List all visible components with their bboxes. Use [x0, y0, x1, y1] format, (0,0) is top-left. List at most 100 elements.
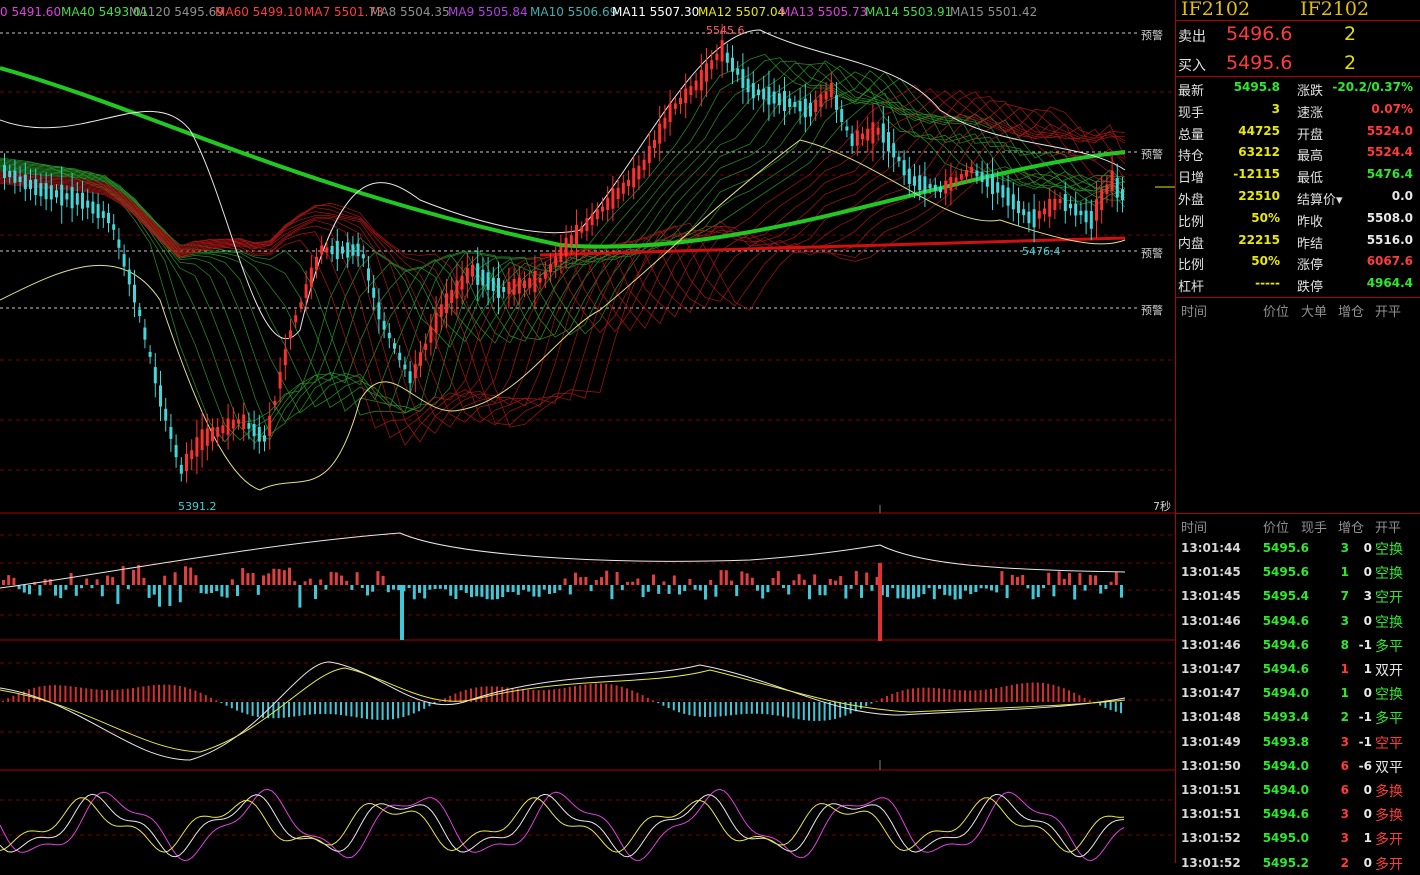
candle-body: [985, 174, 989, 187]
candle-body: [465, 267, 469, 284]
big-header-price: 价位: [1263, 305, 1290, 320]
ma-line: [0, 62, 1125, 441]
tick-time: 13:01:45: [1181, 589, 1241, 604]
tick-row[interactable]: 13:01:51 5494.6 3 0 多换: [1176, 802, 1420, 826]
macd-bar: [1104, 702, 1107, 708]
candle-body: [611, 188, 615, 209]
volume-bar: [657, 585, 661, 594]
volume-bar: [345, 580, 349, 585]
candle-body: [871, 122, 875, 144]
candle-body: [538, 278, 542, 283]
tick-volume: 3: [1340, 807, 1349, 822]
volume-bar: [334, 572, 338, 585]
macd-bar: [724, 702, 727, 716]
macd-bar: [984, 689, 987, 702]
candle-body: [117, 239, 121, 248]
macd-bar: [787, 702, 790, 718]
quote-value: -20.2/0.37%: [1332, 80, 1413, 94]
volume-bar: [298, 585, 302, 608]
macd-bar: [1062, 688, 1065, 702]
macd-bar: [828, 702, 831, 720]
buy-row[interactable]: 买入 5495.6 2: [1176, 51, 1420, 77]
volume-bar: [802, 579, 806, 585]
warn-label-2[interactable]: 预警: [1141, 148, 1163, 161]
candle-body: [122, 254, 126, 267]
band-upper: [0, 29, 1126, 340]
candle-body: [923, 176, 927, 193]
tick-time: 13:01:47: [1181, 662, 1241, 676]
candle-body: [315, 256, 318, 270]
candle-body: [679, 97, 682, 105]
macd-bar: [298, 702, 301, 716]
tick-oi: -1: [1358, 734, 1372, 749]
macd-bar: [345, 702, 348, 716]
candle-body: [439, 304, 443, 317]
quote-value: 22510: [1238, 189, 1280, 203]
candle-body: [549, 263, 552, 273]
quote-value: 5508.0: [1366, 210, 1413, 225]
quote-label: 内盘: [1178, 236, 1205, 252]
tick-row[interactable]: 13:01:46 5494.6 3 0 空换: [1176, 609, 1420, 633]
tick-header-vol: 现手: [1301, 521, 1328, 536]
volume-bar: [589, 585, 593, 592]
volume-bar: [132, 569, 135, 585]
candle-body: [278, 371, 282, 389]
macd-bar: [241, 702, 244, 713]
quote-label: 最低: [1297, 171, 1324, 187]
tick-type: 空换: [1375, 566, 1403, 583]
tick-row[interactable]: 13:01:50 5494.0 6 -6 双平: [1176, 754, 1420, 778]
macd-bar: [106, 689, 108, 702]
tick-row[interactable]: 13:01:44 5495.6 3 0 空换: [1176, 536, 1420, 560]
ma-line: [0, 108, 1126, 426]
tick-row[interactable]: 13:01:47 5494.0 1 0 空换: [1176, 681, 1420, 705]
macd-bar: [184, 687, 186, 702]
macd-bar: [626, 688, 628, 702]
tick-row[interactable]: 13:01:51 5494.0 6 0 多换: [1176, 778, 1420, 802]
tick-row[interactable]: 13:01:46 5494.6 8 -1 多平: [1176, 633, 1420, 657]
volume-bar: [886, 585, 889, 598]
candle-body: [913, 176, 916, 186]
tick-row[interactable]: 13:01:48 5493.4 2 -1 多平: [1176, 705, 1420, 729]
candle-body: [49, 185, 53, 200]
warn-label-4[interactable]: 预警: [1141, 304, 1163, 317]
candle-body: [991, 173, 994, 195]
sell-row[interactable]: 卖出 5496.6 2: [1176, 22, 1420, 48]
volume-bar: [48, 579, 52, 585]
quote-label[interactable]: 结算价▾: [1297, 193, 1343, 208]
volume-bar: [922, 585, 926, 595]
macd-bar: [1026, 682, 1029, 702]
volume-bar: [392, 585, 395, 590]
quote-value: 5476.4: [1366, 167, 1413, 182]
macd-bar: [246, 702, 249, 715]
tick-row[interactable]: 13:01:47 5494.6 1 1 双开: [1176, 657, 1420, 681]
volume-bar: [563, 578, 567, 585]
kline-chart[interactable]: [0, 0, 1175, 863]
candle-body: [226, 418, 230, 435]
volume-bar: [210, 585, 213, 593]
candle-body: [1053, 198, 1057, 210]
volume-bar: [17, 585, 21, 590]
quote-label: 涨跌: [1297, 84, 1324, 99]
volume-bar: [579, 577, 583, 585]
candle-body: [1063, 194, 1067, 212]
buy-label: 买入: [1178, 58, 1206, 74]
volume-bar: [121, 566, 125, 585]
warn-label-3[interactable]: 预警: [1141, 247, 1163, 260]
candle-body: [632, 168, 636, 188]
candle-body: [829, 83, 833, 98]
tick-row[interactable]: 13:01:45 5495.4 7 3 空开: [1176, 584, 1420, 608]
kline-chart-area[interactable]: 0 5491.60 MA40 5493.01 MA120 5495.69 MA60 5…: [0, 0, 1175, 863]
tick-row[interactable]: 13:01:45 5495.6 1 0 空换: [1176, 560, 1420, 584]
quote-value: -----: [1255, 276, 1280, 291]
volume-bar: [839, 576, 843, 585]
volume-bar: [693, 585, 697, 590]
warn-label-1[interactable]: 预警: [1141, 29, 1163, 42]
macd-bar: [360, 702, 363, 719]
tick-volume: 3: [1340, 613, 1349, 628]
tick-row[interactable]: 13:01:49 5493.8 3 -1 空平: [1176, 730, 1420, 754]
quote-label: 涨停: [1297, 258, 1324, 274]
candle-body: [289, 330, 292, 339]
volume-bar: [511, 585, 515, 593]
macd-bar: [1010, 685, 1013, 702]
tick-row[interactable]: 13:01:52 5495.0 3 1 多开: [1176, 826, 1420, 850]
